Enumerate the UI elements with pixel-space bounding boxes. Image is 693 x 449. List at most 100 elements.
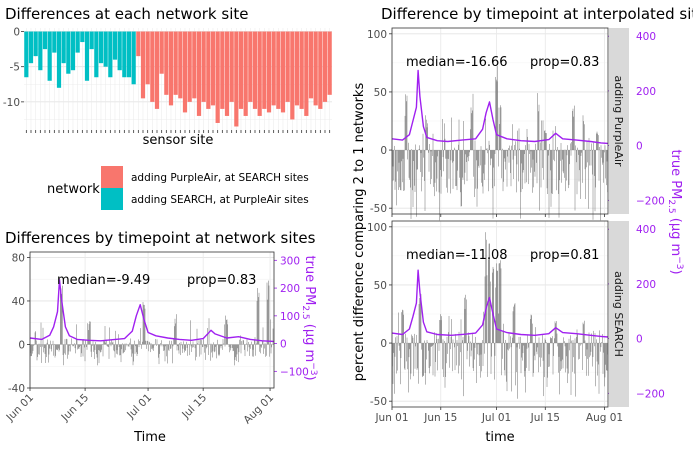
panel-c-median-label: median=-9.49 — [57, 273, 150, 288]
ytick-label: 0 — [380, 145, 387, 157]
bar-purpleair-site — [290, 31, 295, 120]
pm25-line — [29, 279, 275, 343]
panel-a-xlabel: sensor site — [143, 133, 214, 148]
y2tick-label: 0 — [636, 334, 643, 346]
ytick-label: 100 — [367, 222, 387, 234]
bar-purpleair-site — [299, 31, 304, 109]
bar-purpleair-site — [187, 31, 192, 102]
bar-purpleair-site — [252, 31, 258, 109]
plot-frame — [29, 251, 275, 389]
panel-c-y2label: true PM2.5 (µg m−3) — [300, 255, 318, 380]
bar-search-site — [112, 31, 118, 60]
y2tick-label: 200 — [636, 279, 656, 291]
bar-purpleair-site — [168, 31, 174, 106]
bar-search-site — [122, 31, 127, 78]
bar-purpleair-site — [280, 31, 286, 113]
bar-purpleair-site — [243, 31, 248, 116]
panel-b-title: Difference by timepoint at interpolated … — [381, 5, 693, 23]
bar-search-site — [131, 31, 136, 85]
bar-purpleair-site — [224, 31, 230, 116]
plot-frame — [391, 27, 609, 215]
bar-search-site — [75, 31, 80, 53]
bar-purpleair-site — [266, 31, 272, 113]
y2tick-label: 200 — [280, 283, 300, 295]
panel-b-ylabel: percent difference comparing 2 to 1 netw… — [352, 83, 367, 382]
panel-c-plot-area — [30, 252, 274, 388]
ytick-label: -50 — [370, 396, 387, 408]
bar-purpleair-site — [327, 31, 332, 95]
bar-search-site — [24, 31, 29, 78]
y2tick-label: 200 — [636, 86, 656, 98]
bar-search-site — [98, 31, 104, 64]
y2tick-label: 100 — [280, 311, 300, 323]
legend-label-search: adding SEARCH, at PurpleAir sites — [131, 194, 309, 206]
bar-purpleair-site — [257, 31, 262, 116]
bar-search-site — [56, 31, 62, 88]
bar-search-site — [94, 31, 99, 78]
pm25-line — [391, 69, 609, 145]
y2tick-label: 0 — [280, 339, 287, 351]
bar-purpleair-site — [182, 31, 188, 113]
panel-b2-ticks: 100 50 0 -50 400 200 0 −200 Jun 01 Jun 15 Jul 01 Ju… — [367, 220, 665, 424]
bar-purpleair-site — [248, 31, 253, 102]
legend-swatch-search — [101, 188, 123, 210]
bar-purpleair-site — [322, 31, 328, 102]
panel-b1-strip-label: adding PurpleAir — [612, 75, 625, 167]
bar-search-site — [117, 31, 122, 71]
bar-search-site — [103, 31, 108, 67]
bar-purpleair-site — [276, 31, 281, 109]
bar-search-site — [80, 31, 85, 43]
panel-b1-difference-bars — [392, 65, 608, 221]
legend-label-purpleair: adding PurpleAir, at SEARCH sites — [131, 172, 309, 184]
ytick-label: 40 — [12, 296, 25, 308]
bar-purpleair-site — [173, 31, 178, 95]
bar-purpleair-site — [150, 31, 155, 102]
panel-b1-pm-line — [391, 69, 609, 145]
xtick-label: Jun 01 — [374, 412, 408, 424]
ytick-label: -40 — [8, 383, 25, 395]
panel-a-bars — [24, 31, 332, 127]
ytick-label: 0 — [380, 338, 387, 350]
bar-search-site — [66, 31, 71, 74]
panel-b1-ticks: 100 50 0 -50 400 200 0 −200 — [367, 27, 665, 217]
ytick-label: 80 — [12, 252, 25, 264]
xtick-label: Jun 01 — [4, 392, 37, 425]
bar-search-site — [61, 31, 66, 64]
bar-purpleair-site — [159, 31, 164, 74]
ytick-label: 100 — [367, 29, 387, 41]
bar-purpleair-site — [215, 31, 220, 123]
xtick-label: Aug 01 — [241, 392, 276, 427]
panel-b2-strip — [609, 221, 629, 407]
panel-b2-median-label: median=-11.08 — [406, 248, 508, 263]
y2tick-label: 400 — [636, 224, 656, 236]
panel-c-difference-bars — [30, 280, 274, 366]
panel-b1-strip — [609, 28, 629, 214]
bar-search-site — [38, 31, 43, 71]
panel-c-prop-label: prop=0.83 — [187, 273, 256, 288]
bar-purpleair-site — [318, 31, 323, 109]
legend-title: network — [47, 182, 100, 197]
xtick-label: Aug 01 — [586, 412, 623, 424]
xtick-label: Jul 15 — [530, 412, 560, 424]
bar-purpleair-site — [201, 31, 206, 102]
panel-a-plot-area — [24, 28, 332, 130]
ytick-label: 0 — [18, 339, 25, 351]
bar-purpleair-site — [285, 31, 290, 102]
y2tick-label: −100 — [280, 366, 309, 378]
y2tick-label: 300 — [280, 255, 300, 267]
bar-search-site — [33, 31, 38, 57]
bar-search-site — [126, 31, 132, 78]
xtick-label: Jul 01 — [481, 412, 511, 424]
bar-search-site — [108, 31, 113, 78]
bar-purpleair-site — [308, 31, 314, 99]
bar-purpleair-site — [192, 31, 197, 99]
ytick-label: 50 — [374, 87, 387, 99]
panel-b2-strip-label: adding SEARCH — [612, 271, 625, 357]
panel-b1-median-label: median=-16.66 — [406, 55, 508, 70]
panel-c-pm-line — [29, 279, 275, 343]
y2tick-label: 0 — [636, 141, 643, 153]
panel-b1-prop-label: prop=0.83 — [530, 55, 599, 70]
panel-b-xlabel: time — [485, 430, 514, 445]
bar-purpleair-site — [206, 31, 211, 109]
